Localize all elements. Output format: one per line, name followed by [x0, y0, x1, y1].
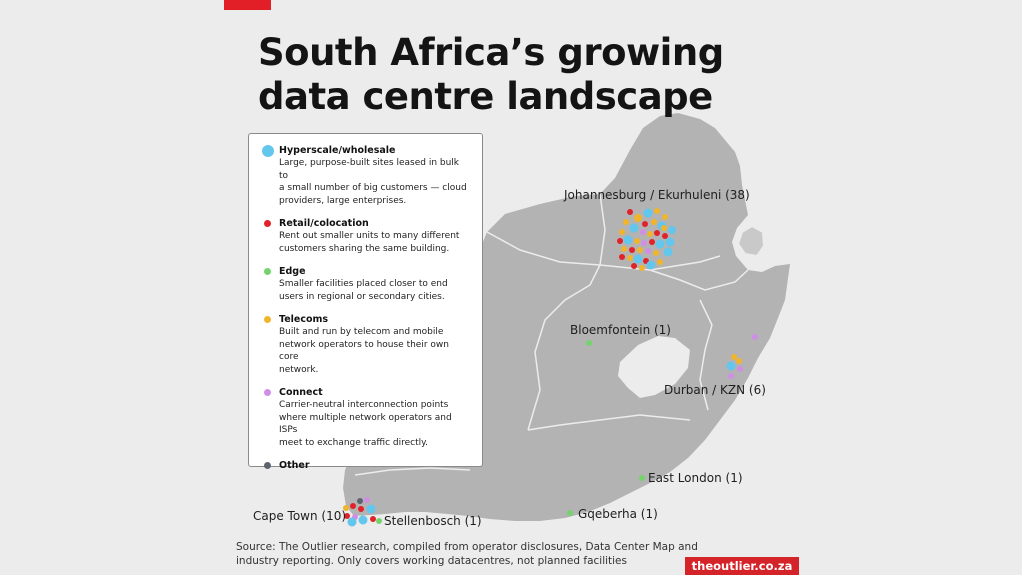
legend-description: network.	[279, 364, 319, 375]
legend-name: Telecoms	[279, 314, 329, 325]
label-cape-town: Cape Town (10)	[253, 509, 347, 523]
source-note: Source: The Outlier research, compiled f…	[236, 541, 698, 567]
title-line-1: South Africa’s growing	[258, 31, 724, 74]
legend-dot-icon	[264, 462, 271, 469]
legend-item: Retail/colocation Rent out smaller units …	[263, 217, 470, 255]
legend-dot-icon	[264, 220, 271, 227]
stellenbosch-marker	[376, 518, 382, 524]
legend-description: Large, purpose-built sites leased in bul…	[279, 158, 460, 181]
legend-description: Rent out smaller units to many different	[279, 231, 460, 241]
label-east-london: East London (1)	[648, 471, 743, 485]
label-stellenbosch: Stellenbosch (1)	[384, 514, 482, 528]
legend-dot-icon	[264, 316, 271, 323]
legend-name: Edge	[279, 266, 306, 277]
legend-description: network operators to house their own cor…	[279, 339, 449, 363]
legend-description: Carrier-neutral interconnection points	[279, 400, 449, 410]
legend-dot-icon	[264, 389, 271, 396]
legend-item: Telecoms Built and run by telecom and mob…	[263, 313, 470, 376]
legend-name: Retail/colocation	[279, 218, 369, 229]
brand-tag[interactable]: theoutlier.co.za	[685, 557, 799, 575]
johannesburg-cluster	[617, 208, 676, 271]
legend-description: users in regional or secondary cities.	[279, 291, 445, 302]
durban-cluster	[726, 334, 758, 379]
legend-description: Smaller facilities placed closer to end	[279, 279, 448, 289]
legend-item: Hyperscale/wholesale Large, purpose-built…	[262, 144, 470, 207]
title-line-2: data centre landscape	[258, 75, 713, 118]
legend-description: Built and run by telecom and mobile	[279, 327, 444, 337]
legend-name: Connect	[279, 387, 323, 398]
page-title: South Africa’s growing data centre lands…	[258, 31, 724, 119]
label-durban: Durban / KZN (6)	[664, 383, 766, 397]
eswatini-shape	[736, 224, 766, 258]
legend-description: customers sharing the same building.	[279, 243, 450, 254]
accent-bar	[224, 0, 271, 10]
legend-name: Hyperscale/wholesale	[279, 145, 396, 156]
gqeberha-marker	[567, 510, 573, 516]
label-gqeberha: Gqeberha (1)	[578, 507, 658, 521]
legend-dot-icon	[264, 268, 271, 275]
legend-description: meet to exchange traffic directly.	[279, 437, 429, 448]
lesotho-shape	[618, 336, 690, 398]
legend-description: a small number of big customers — cloud	[279, 183, 467, 193]
cape-town-cluster	[343, 497, 376, 527]
label-johannesburg: Johannesburg / Ekurhuleni (38)	[564, 188, 750, 202]
east-london-marker	[639, 475, 645, 481]
legend-item: Connect Carrier-neutral interconnection p…	[263, 386, 470, 449]
legend-box: Hyperscale/wholesale Large, purpose-built…	[248, 133, 483, 471]
legend-item: Other	[263, 459, 470, 472]
label-bloemfontein: Bloemfontein (1)	[570, 323, 671, 337]
legend-item: Edge Smaller facilities placed closer to …	[263, 265, 470, 303]
legend-description: providers, large enterprises.	[279, 195, 407, 206]
legend-dot-icon	[262, 145, 274, 157]
bloemfontein-marker	[586, 340, 592, 346]
legend-description: where multiple network operators and ISP…	[279, 412, 452, 436]
legend-name: Other	[279, 460, 310, 471]
